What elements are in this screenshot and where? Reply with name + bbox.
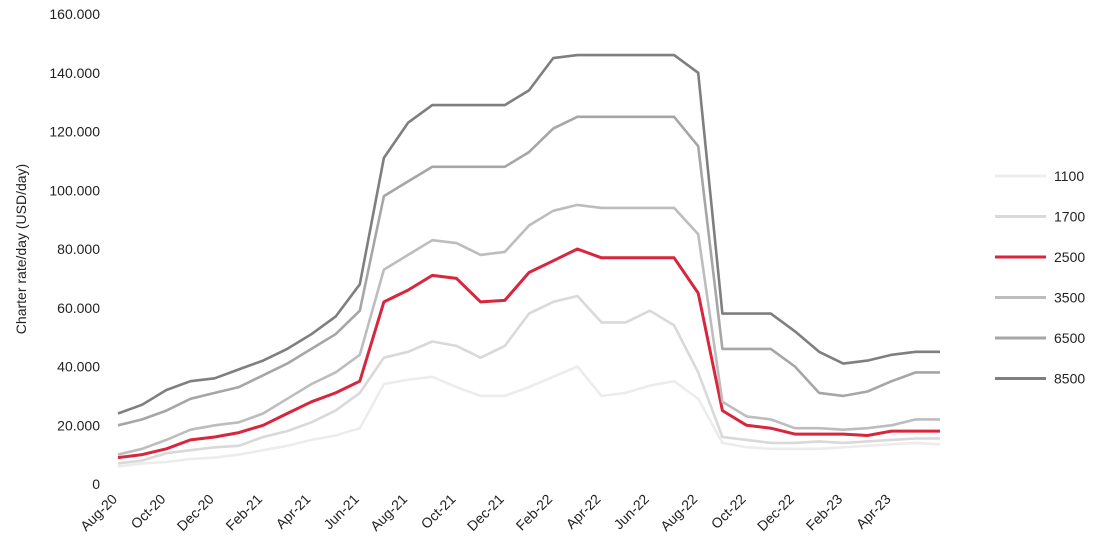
legend-label-2500: 2500 (1054, 249, 1085, 265)
y-tick-label: 160.000 (49, 6, 100, 22)
x-tick-label: Oct-21 (418, 491, 459, 532)
x-tick-label: Apr-23 (853, 491, 894, 532)
series-line-6500 (117, 115, 940, 427)
x-axis: Aug-20 Oct-20 Dec-20 Feb-21 Apr-21 Jun-21 Aug-… (77, 491, 894, 534)
x-tick-label: Jun-21 (320, 491, 362, 533)
y-axis-label: Charter rate/day (USD/day) (13, 164, 29, 334)
y-tick-label: 120.000 (49, 124, 100, 140)
y-tick-label: 60.000 (57, 300, 100, 316)
x-tick-label: Feb-23 (803, 491, 846, 534)
x-tick-label: Aug-21 (367, 491, 410, 534)
legend-label-1100: 1100 (1054, 168, 1084, 184)
x-tick-label: Apr-21 (272, 491, 313, 532)
legend-label-8500: 8500 (1054, 371, 1085, 387)
series-line-1100 (117, 365, 941, 468)
series-lines (117, 53, 941, 468)
series-line-8500 (117, 53, 940, 415)
series-line-1700 (117, 294, 940, 465)
legend: 1100 1700 2500 3500 6500 8500 (995, 168, 1085, 387)
x-tick-label: Oct-20 (127, 491, 168, 532)
legend-label-6500: 6500 (1054, 330, 1085, 346)
x-tick-label: Jun-22 (610, 491, 652, 533)
y-tick-label: 40.000 (57, 359, 100, 375)
x-tick-label: Dec-20 (174, 491, 217, 534)
y-tick-label: 20.000 (57, 417, 100, 433)
y-tick-label: 140.000 (49, 65, 100, 81)
y-axis: 0 20.000 40.000 60.000 80.000 100.000 120.000 1… (49, 6, 100, 492)
x-tick-label: Feb-21 (222, 491, 265, 534)
legend-label-3500: 3500 (1054, 290, 1085, 306)
x-tick-label: Apr-22 (563, 491, 604, 532)
y-tick-label: 100.000 (49, 182, 100, 198)
series-line-2500 (117, 247, 940, 460)
x-tick-label: Dec-21 (464, 491, 507, 534)
y-tick-label: 0 (92, 476, 100, 492)
x-tick-label: Oct-22 (708, 491, 749, 532)
x-tick-label: Aug-22 (657, 491, 700, 534)
x-tick-label: Feb-22 (513, 491, 556, 534)
y-tick-label: 80.000 (57, 241, 100, 257)
x-tick-label: Dec-22 (754, 491, 797, 534)
legend-label-1700: 1700 (1054, 209, 1085, 225)
series-line-3500 (117, 203, 940, 456)
x-tick-label: Aug-20 (77, 491, 120, 534)
